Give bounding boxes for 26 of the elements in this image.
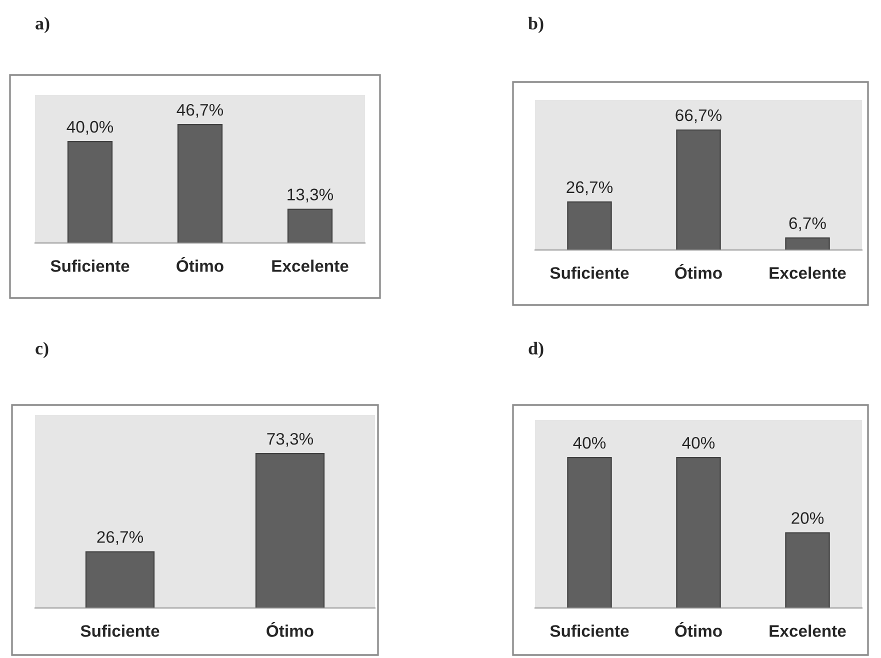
chart-title: b) — [528, 16, 544, 34]
x-tick-label: Suficiente — [550, 624, 629, 637]
x-tick-label: Excelente — [272, 260, 348, 272]
data-label: 40% — [573, 436, 606, 449]
data-label: 46,7% — [176, 104, 224, 118]
chart-title: c) — [36, 342, 48, 358]
data-label: 73,3% — [267, 432, 314, 447]
x-tick-label: Ótimo — [176, 256, 224, 272]
x-tick-label: Suficiente — [80, 624, 160, 637]
x-tick-label: Ótimo — [266, 622, 314, 637]
x-tick-label: Ótimo — [675, 622, 722, 637]
data-label: 26,7% — [97, 531, 144, 545]
data-label: 40% — [682, 436, 715, 449]
data-label: 40,0% — [66, 120, 114, 135]
data-label: 20% — [792, 512, 824, 524]
x-tick-label: Ótimo — [675, 264, 722, 279]
data-label: 66,7% — [676, 109, 722, 124]
x-tick-label: Excelente — [770, 624, 846, 637]
data-label: 26,7% — [566, 181, 613, 196]
chart-title: d) — [528, 342, 544, 358]
x-tick-label: Suficiente — [550, 266, 629, 279]
data-label: 13,3% — [288, 188, 334, 202]
x-tick-label: Excelente — [770, 266, 846, 279]
data-label: 6,7% — [789, 217, 826, 232]
chart-title: a) — [36, 16, 50, 34]
x-tick-label: Suficiente — [50, 260, 130, 272]
